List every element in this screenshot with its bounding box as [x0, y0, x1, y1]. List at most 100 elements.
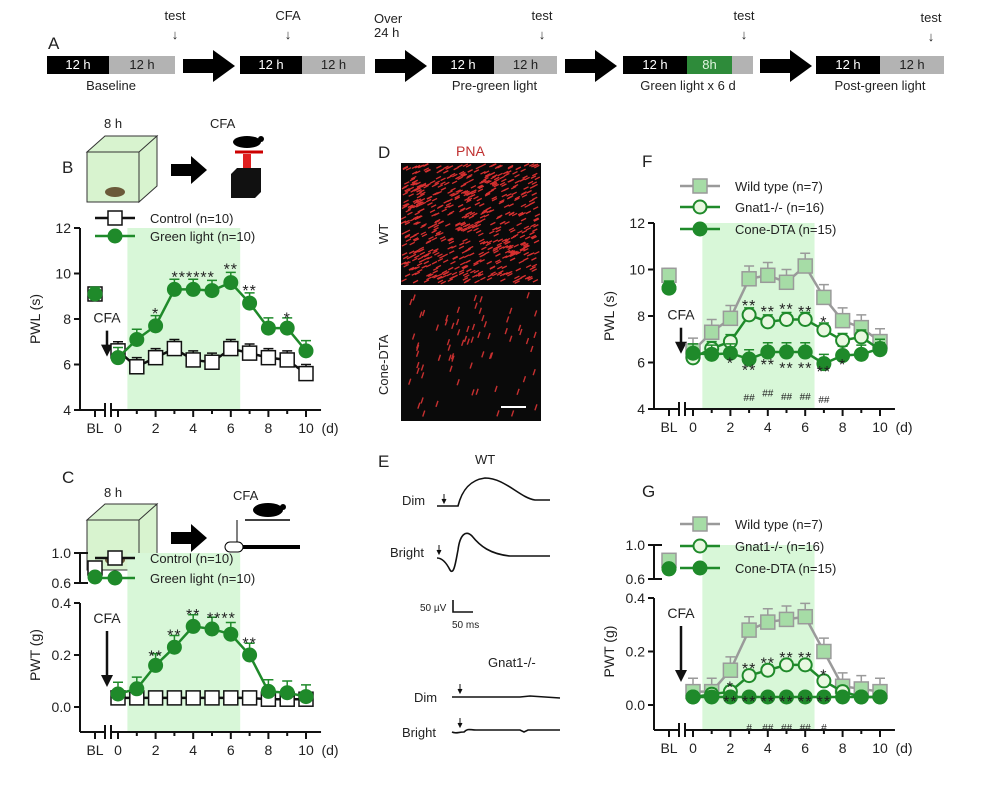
pna-signal [415, 203, 422, 208]
green-light-period-shading [127, 228, 241, 410]
cfa-arrow-icon [675, 341, 687, 354]
pna-signal [484, 192, 491, 197]
pna-signal [460, 173, 466, 177]
pna-signal [438, 168, 445, 173]
pna-signal [414, 271, 421, 276]
x-tick-label: 10 [872, 419, 888, 435]
pna-signal [498, 246, 505, 250]
pna-signal [476, 197, 483, 202]
significance-annotation: ** [723, 694, 737, 711]
pna-signal [486, 240, 493, 244]
legend-label: Gnat1-/- (n=16) [735, 539, 824, 554]
pna-signal [417, 402, 421, 409]
pna-signal [530, 175, 537, 179]
pna-signal [418, 184, 425, 188]
pna-signal [458, 245, 465, 250]
y-tick-label: 6 [637, 355, 645, 371]
pna-signal [406, 255, 413, 260]
pna-signal [480, 178, 487, 183]
pna-signal [496, 410, 500, 417]
data-point [760, 689, 776, 705]
pna-signal [414, 164, 421, 169]
pna-signal [448, 238, 454, 242]
pna-signal [471, 323, 476, 331]
data-point [704, 689, 720, 705]
pna-signal [476, 259, 482, 263]
data-point [685, 345, 701, 361]
y-tick-label: 1.0 [626, 537, 646, 553]
significance-annotation: * [820, 314, 827, 331]
erg-trace-wt-dim [437, 477, 550, 507]
legend-marker [692, 178, 708, 194]
pna-signal [416, 262, 423, 267]
pna-signal [437, 253, 443, 258]
pna-signal [426, 273, 432, 277]
pna-signal [404, 233, 411, 238]
pna-signal [402, 255, 409, 260]
pna-signal [409, 204, 415, 209]
pna-signal [454, 194, 461, 199]
pna-signal [465, 199, 472, 204]
pna-signal [519, 234, 526, 239]
pna-signal [497, 238, 504, 243]
data-point [872, 689, 888, 705]
significance-annotation: ** [761, 694, 775, 711]
hash-annotation: # [746, 723, 752, 734]
pna-signal [502, 255, 508, 259]
pna-signal [522, 375, 527, 383]
pna-signal [452, 255, 458, 260]
pna-signal [409, 177, 416, 182]
pna-signal [473, 262, 479, 267]
pna-signal [489, 181, 496, 185]
pna-signal [414, 254, 420, 259]
pna-signal [470, 269, 476, 274]
x-tick-label: 2 [727, 419, 735, 435]
pna-signal [432, 267, 439, 271]
pna-signal [523, 186, 529, 190]
timeline-test-label: test [164, 8, 186, 23]
pna-signal [524, 204, 530, 208]
pna-signal [533, 218, 540, 222]
pna-signal [478, 307, 482, 314]
data-point [129, 681, 145, 697]
pna-signal [433, 227, 439, 231]
y-tick-label: 0.2 [626, 644, 646, 660]
data-point [260, 349, 277, 366]
pna-signal [420, 191, 426, 196]
data-point [779, 689, 794, 705]
data-point [279, 320, 295, 336]
pna-signal [532, 278, 539, 283]
pna-signal [483, 170, 490, 175]
pna-signal [493, 183, 500, 188]
schematic-cfa-label: CFA [233, 488, 259, 503]
pna-signal [431, 197, 438, 202]
pna-signal [465, 259, 471, 264]
pna-signal [435, 264, 442, 269]
pna-signal [404, 189, 411, 193]
legend-label: Control (n=10) [150, 211, 233, 226]
pna-signal [501, 183, 507, 187]
data-point [741, 271, 757, 287]
pna-signal [430, 204, 437, 208]
significance-annotation: ** [242, 635, 256, 652]
pna-signal [501, 265, 508, 270]
pna-signal [507, 164, 514, 169]
pna-signal [518, 213, 525, 217]
pna-signal [526, 292, 530, 299]
pna-signal [531, 163, 537, 168]
pna-signal [448, 210, 455, 215]
pna-signal [446, 175, 453, 179]
pna-signal [434, 232, 441, 237]
pna-signal [457, 164, 463, 168]
schematic-duration-label: 8 h [104, 485, 123, 500]
light-box-icon [85, 134, 159, 204]
pna-signal [501, 178, 507, 183]
pna-signal [467, 225, 474, 230]
data-point [242, 295, 258, 311]
erg-scale-voltage: 50 µV [420, 603, 447, 614]
pna-signal [468, 223, 474, 228]
pna-signal [522, 175, 528, 179]
x-tick-label: 10 [298, 420, 314, 436]
